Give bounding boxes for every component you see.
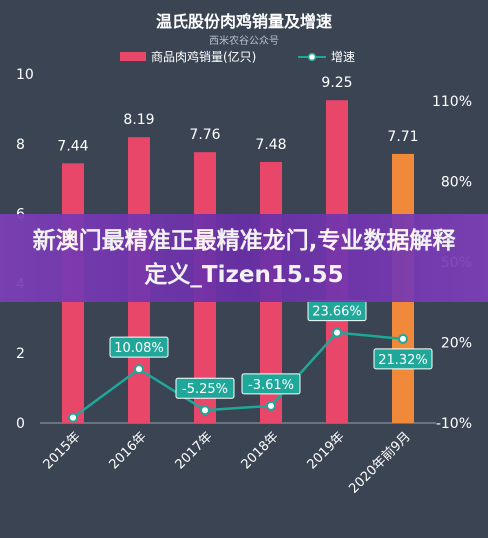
- overlay-banner-text: 新澳门最精准正最精准龙门,专业数据解释定义_Tizen15.55: [32, 228, 456, 288]
- bar-labels: 7.44 8.19 7.76 7.48 9.25 7.71: [57, 75, 418, 154]
- growth-label-box: [241, 373, 301, 395]
- growth-label-box: [373, 348, 433, 370]
- left-axis-tick-label: 8: [16, 137, 25, 153]
- growth-data-label: 10.08%: [114, 341, 164, 356]
- growth-data-label: -5.25%: [182, 382, 228, 397]
- bar-data-label: 7.76: [189, 127, 220, 143]
- chart-subtitle: 西米农谷公众号: [209, 34, 279, 47]
- legend: 商品肉鸡销量(亿只) 增速: [120, 49, 355, 64]
- growth-label-box: [175, 377, 235, 399]
- growth-data-label: -3.61%: [248, 378, 294, 393]
- left-axis-tick-label: 2: [16, 346, 25, 362]
- chart-title: 温氏股份肉鸡销量及增速: [155, 12, 332, 31]
- bar-data-label: 7.71: [387, 129, 418, 145]
- growth-line-layer: 10.08% -5.25% -3.61% 23.66% 21.32%: [68, 300, 433, 423]
- right-axis-tick-label: -10%: [436, 416, 472, 432]
- bar-data-label: 7.44: [57, 138, 88, 154]
- left-axis-tick-label: 10: [16, 67, 34, 83]
- bar-data-label: 8.19: [123, 112, 154, 128]
- growth-point: [200, 405, 210, 416]
- legend-line-marker: [307, 52, 317, 62]
- right-axis-tick-label: 80%: [441, 174, 472, 190]
- left-axis-tick-label: 0: [16, 416, 25, 432]
- right-axis-tick-label: 20%: [441, 335, 472, 351]
- legend-line-label: 增速: [331, 50, 355, 64]
- legend-bar-swatch: [120, 52, 146, 61]
- legend-bar-label: 商品肉鸡销量(亿只): [151, 49, 256, 64]
- bar-data-label: 9.25: [321, 75, 352, 91]
- growth-point: [266, 400, 276, 411]
- bar-data-label: 7.48: [255, 137, 286, 153]
- growth-line: [72, 331, 404, 419]
- growth-point: [134, 364, 144, 375]
- growth-point: [332, 327, 342, 338]
- growth-point: [68, 412, 78, 423]
- growth-data-label: 23.66%: [312, 305, 362, 320]
- growth-point: [398, 333, 408, 344]
- overlay-banner: 新澳门最精准正最精准龙门,专业数据解释定义_Tizen15.55: [0, 214, 488, 302]
- growth-data-label: 21.32%: [378, 353, 428, 368]
- right-axis-tick-label: 110%: [432, 94, 472, 110]
- growth-label-box: [109, 336, 169, 358]
